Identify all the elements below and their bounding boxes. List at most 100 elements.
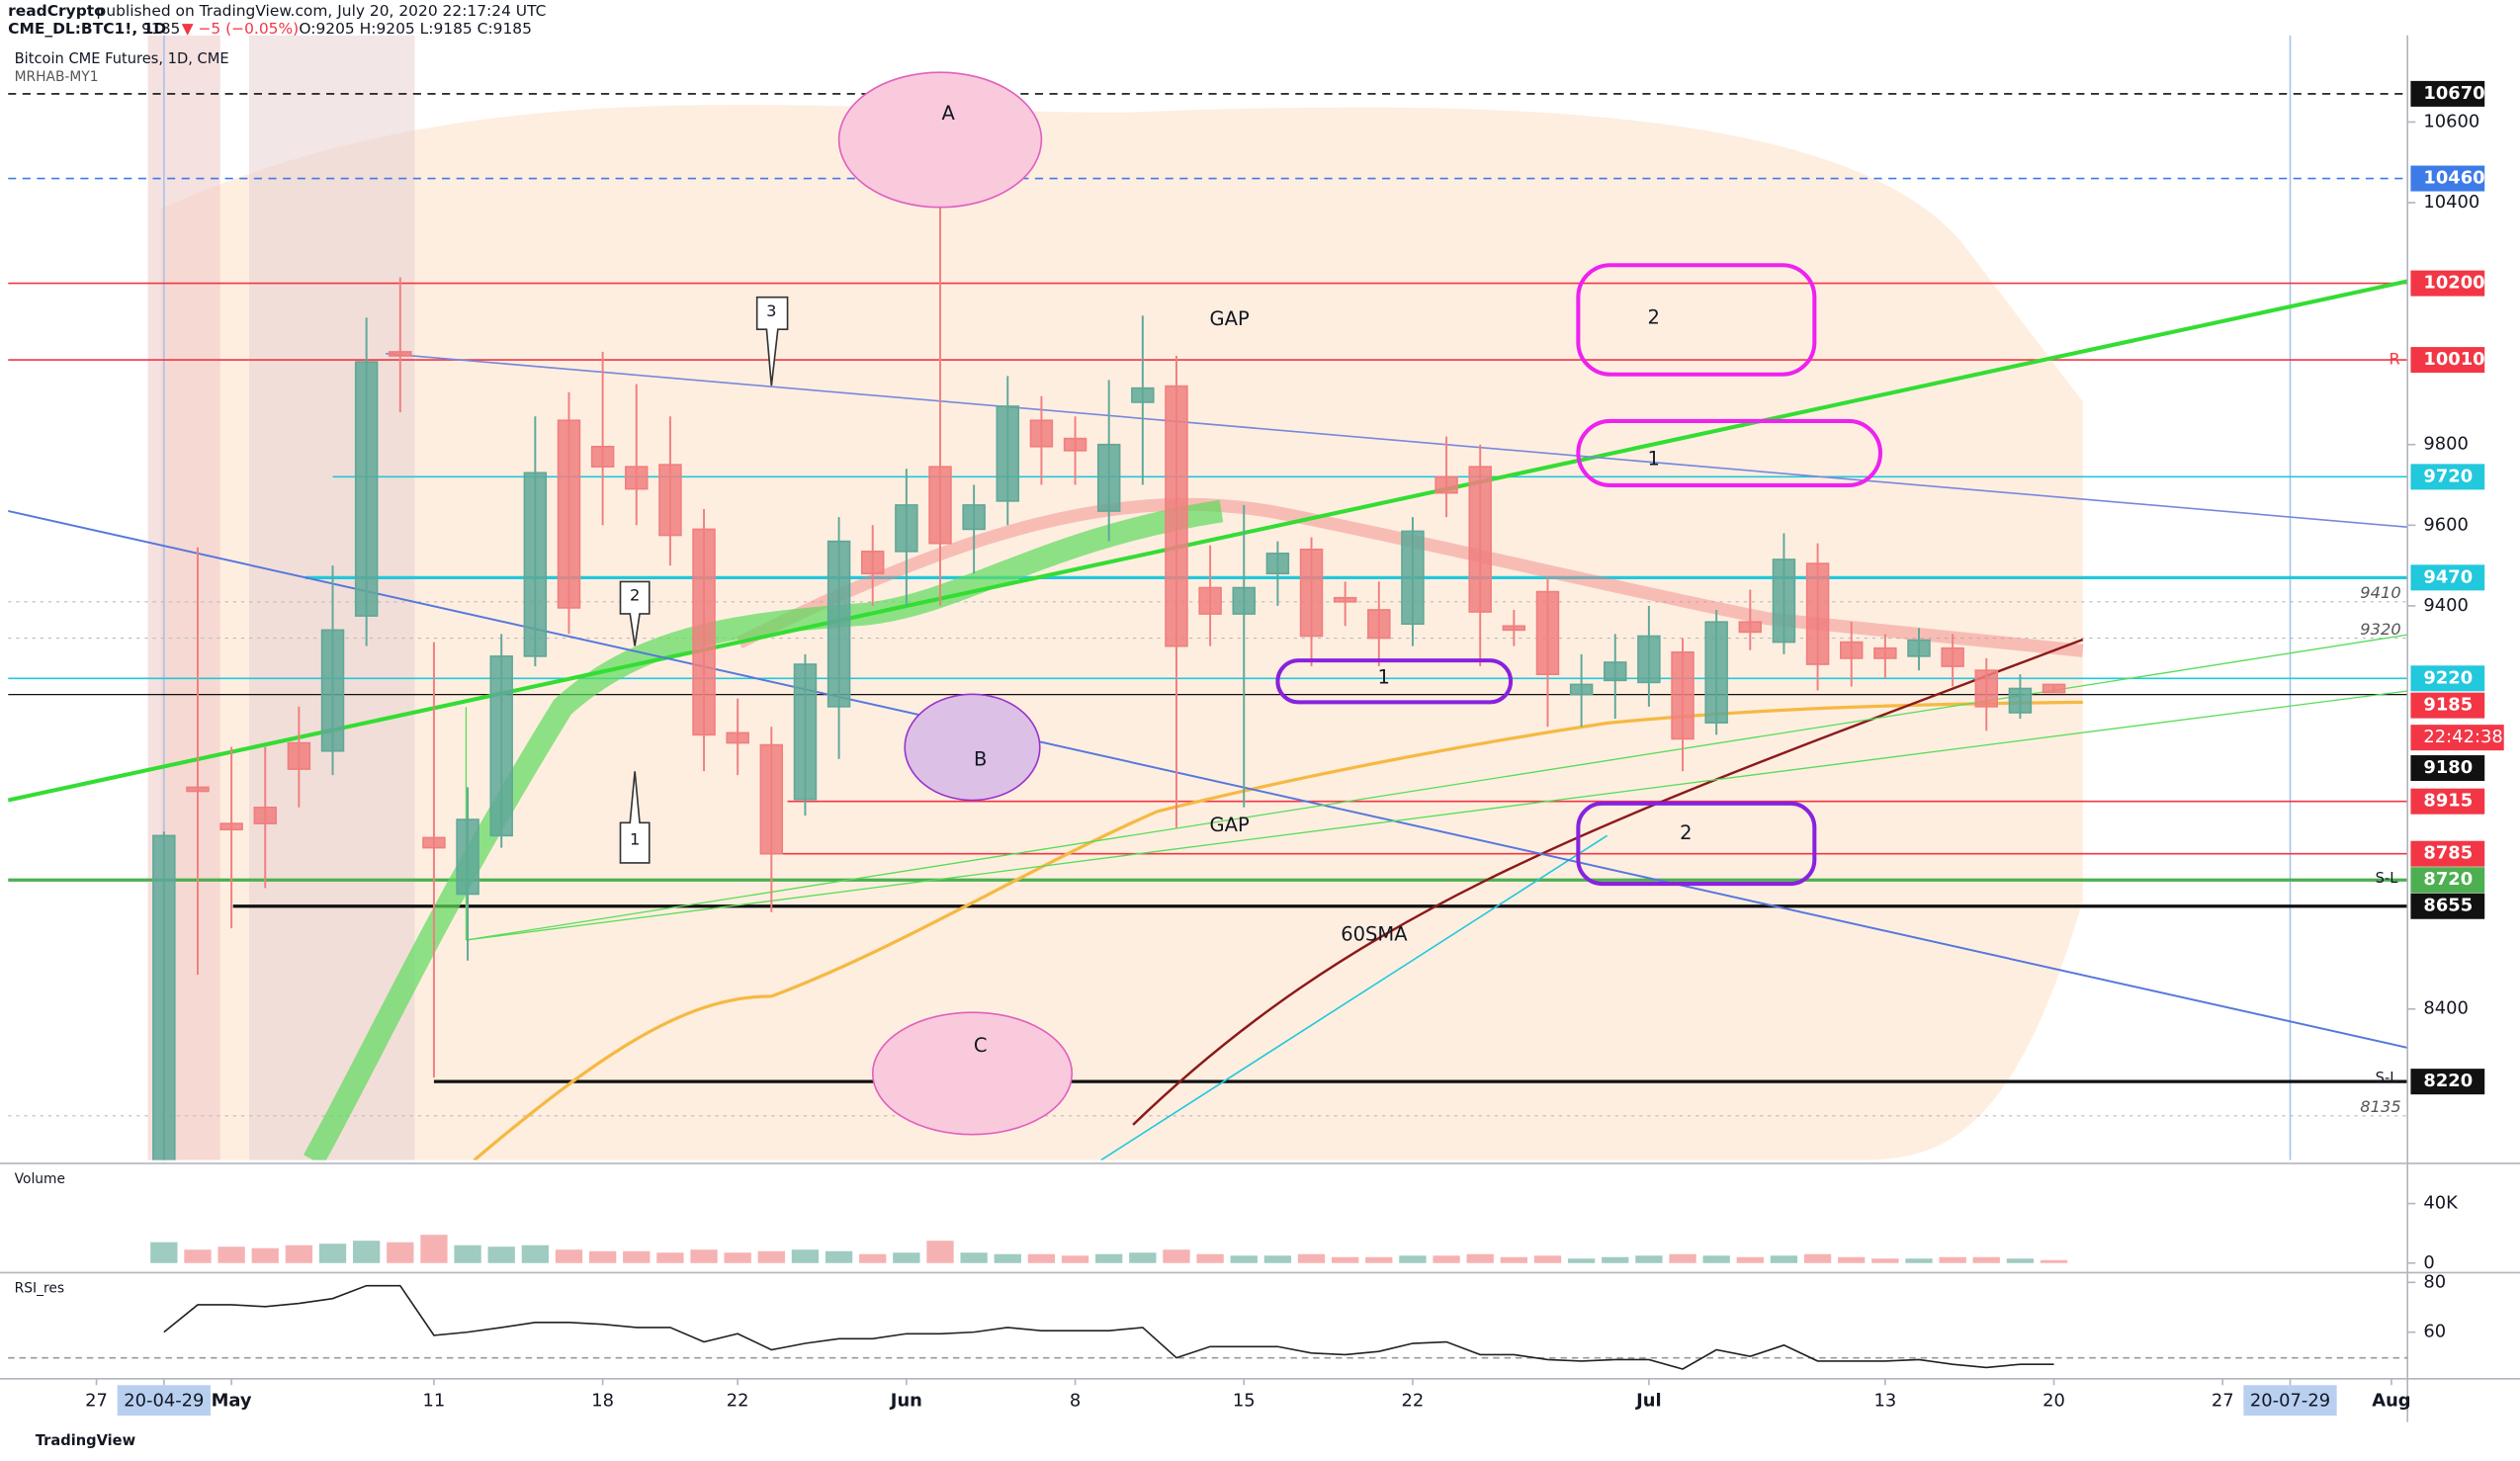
level-label: 8785 [2423,843,2473,864]
candle-body [1772,559,1796,644]
level-label-box [2410,692,2485,719]
level-label: 9470 [2423,566,2473,587]
marker-shape [1576,418,1883,487]
y-tick-label: 10600 [2423,111,2479,131]
candle-body [320,629,345,752]
level-label-box [2410,867,2485,894]
candle-body [1941,646,1964,667]
candle-body [590,445,615,468]
price-note: 9410 [2360,583,2400,602]
candle-body [996,405,1020,502]
volume-bar [791,1249,820,1263]
annotation: 2 [630,586,640,605]
candle-body [860,551,885,575]
candle-body [1131,387,1155,403]
y-tick-label: 8400 [2423,998,2469,1019]
candle-body [1738,621,1763,634]
marker-shape [1576,263,1817,377]
y-tick-label: 9600 [2423,514,2469,535]
candle-body [456,818,479,896]
level-label: 9720 [2423,466,2473,486]
candle-body [1502,625,1526,632]
annotation: B [974,747,987,770]
candle-body [287,741,311,770]
candle-body [489,655,513,837]
y-tick-label: 40K [2423,1193,2459,1214]
rsi-line [163,1284,2054,1370]
volume-bar [2040,1259,2068,1263]
published: published on TradingView.com, July 20, 2… [97,2,547,20]
volume-bar [825,1250,853,1263]
volume-bar [1736,1256,1764,1263]
annotation: C [974,1034,988,1057]
level-label: 9180 [2423,757,2473,778]
volume-bar [1500,1256,1528,1263]
chart-title: Bitcoin CME Futures, 1D, CME [15,50,229,67]
volume-bar [1972,1256,2000,1263]
volume-bar [217,1246,245,1263]
footer-logo: TradingView [36,1432,135,1449]
indicators [8,279,2408,1160]
candle-body [1535,590,1560,676]
annotation: 1 [1377,666,1389,689]
volume-bar [588,1250,617,1263]
candle-body [1805,562,1830,665]
candle-body [253,806,277,824]
header: readCrypto published on TradingView.com,… [8,2,546,38]
callout [755,296,789,387]
countdown-box [2410,725,2504,751]
trendline [8,279,2408,803]
y-tick-label: 60 [2423,1322,2446,1342]
level-label: 10670 [2423,83,2484,104]
volume-bar [184,1249,212,1263]
volume-bar [387,1242,414,1263]
volume-bar [285,1245,313,1263]
candle-body [1401,530,1425,626]
annotation: 1 [1648,447,1660,470]
x-tick-label: 20-04-29 [124,1391,204,1412]
candle-body [928,466,952,545]
level-label-box [2410,1069,2485,1095]
candle-body [186,786,210,793]
trendline [466,690,2408,941]
x-tick-label: 11 [423,1391,446,1412]
level-label-box [2410,893,2485,919]
candle-body [692,528,716,736]
volume-bar [1095,1253,1123,1263]
candle-body [2042,683,2066,694]
volume-bar [656,1252,684,1263]
annotation: 2 [1680,821,1692,844]
y-tick-label: 80 [2423,1271,2446,1292]
volume-bar [1365,1256,1393,1263]
y-tick-label: 0 [2423,1252,2434,1273]
candle-body [1569,683,1594,696]
annotation: S-L [2376,1070,2399,1086]
candle-body [2008,687,2033,714]
y-tick-label: 10400 [2423,192,2479,213]
x-tick-label: 20 [2042,1391,2065,1412]
candle-body [557,419,581,609]
main-pane [147,35,2083,1160]
annotation: 2 [1648,305,1660,328]
ellipse-c [871,1011,1074,1136]
candle-body [1333,596,1357,603]
candle-body [1029,419,1054,448]
volume-bar [1567,1258,1596,1263]
candle-body [1637,635,1661,684]
ohlc: O:9205 H:9205 L:9185 C:9185 [299,20,532,38]
x-tick-label: 22 [1402,1391,1425,1412]
volume-bar [960,1252,988,1263]
volume-bar [1332,1256,1359,1263]
volume-bar [1533,1255,1562,1263]
volume-bar [1602,1256,1629,1263]
x-tick-label: 8 [1070,1391,1081,1412]
annotation: S-L [2376,870,2399,887]
candle-body [1198,586,1222,615]
candle-body [1265,553,1290,575]
annotation: R [2390,350,2400,369]
callout [619,580,651,646]
level-label-box [2410,840,2485,867]
volume-bar [1129,1252,1157,1263]
level-label-box [2410,270,2485,297]
